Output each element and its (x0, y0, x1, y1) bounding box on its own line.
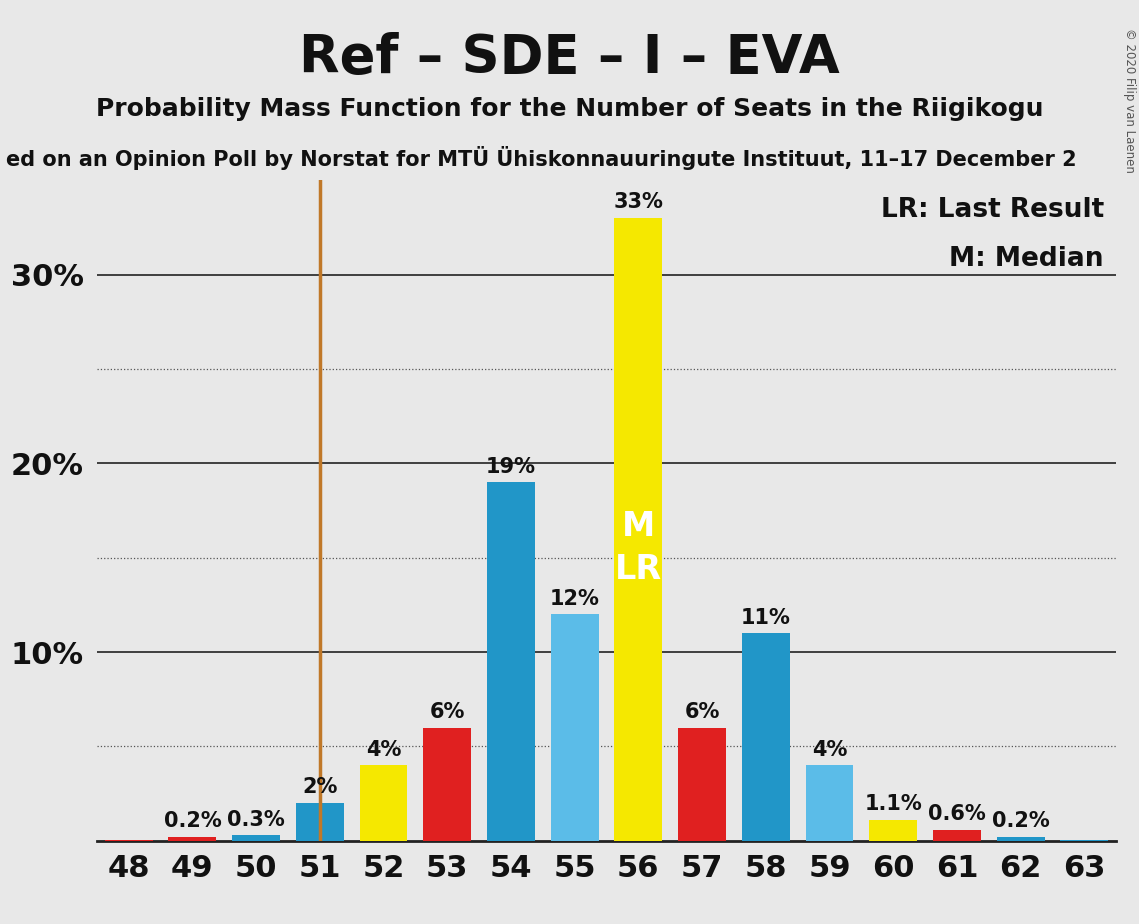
Text: 33%: 33% (614, 192, 663, 213)
Bar (487, 482, 535, 841)
Bar (105, 840, 153, 841)
Text: 4%: 4% (812, 740, 847, 760)
Text: 0.2%: 0.2% (164, 811, 221, 832)
Bar (296, 803, 344, 841)
Text: ed on an Opinion Poll by Norstat for MTÜ Ühiskonnauuringute Instituut, 11–17 Dec: ed on an Opinion Poll by Norstat for MTÜ… (6, 146, 1076, 170)
Text: LR: Last Result: LR: Last Result (880, 197, 1104, 223)
Bar (997, 837, 1044, 841)
Bar (805, 765, 853, 841)
Text: 4%: 4% (366, 740, 401, 760)
Text: 6%: 6% (429, 702, 465, 722)
Text: 2%: 2% (302, 777, 337, 797)
Text: 0.2%: 0.2% (992, 811, 1049, 832)
Bar (232, 835, 280, 841)
Bar (169, 837, 216, 841)
Bar (551, 614, 599, 841)
Bar (614, 218, 662, 841)
Text: 12%: 12% (550, 589, 599, 609)
Bar (869, 821, 917, 841)
Text: © 2020 Filip van Laenen: © 2020 Filip van Laenen (1123, 28, 1137, 173)
Bar (1060, 840, 1108, 841)
Text: 11%: 11% (740, 608, 790, 627)
Text: 6%: 6% (685, 702, 720, 722)
Bar (741, 633, 789, 841)
Bar (424, 727, 472, 841)
Text: 19%: 19% (486, 456, 536, 477)
Text: 1.1%: 1.1% (865, 795, 923, 814)
Text: Probability Mass Function for the Number of Seats in the Riigikogu: Probability Mass Function for the Number… (96, 97, 1043, 121)
Text: 0.6%: 0.6% (928, 804, 986, 824)
Text: 0.3%: 0.3% (227, 809, 285, 830)
Bar (933, 830, 981, 841)
Text: Ref – SDE – I – EVA: Ref – SDE – I – EVA (300, 32, 839, 84)
Bar (360, 765, 408, 841)
Text: M: Median: M: Median (950, 247, 1104, 273)
Text: M
LR: M LR (615, 510, 662, 587)
Bar (678, 727, 726, 841)
